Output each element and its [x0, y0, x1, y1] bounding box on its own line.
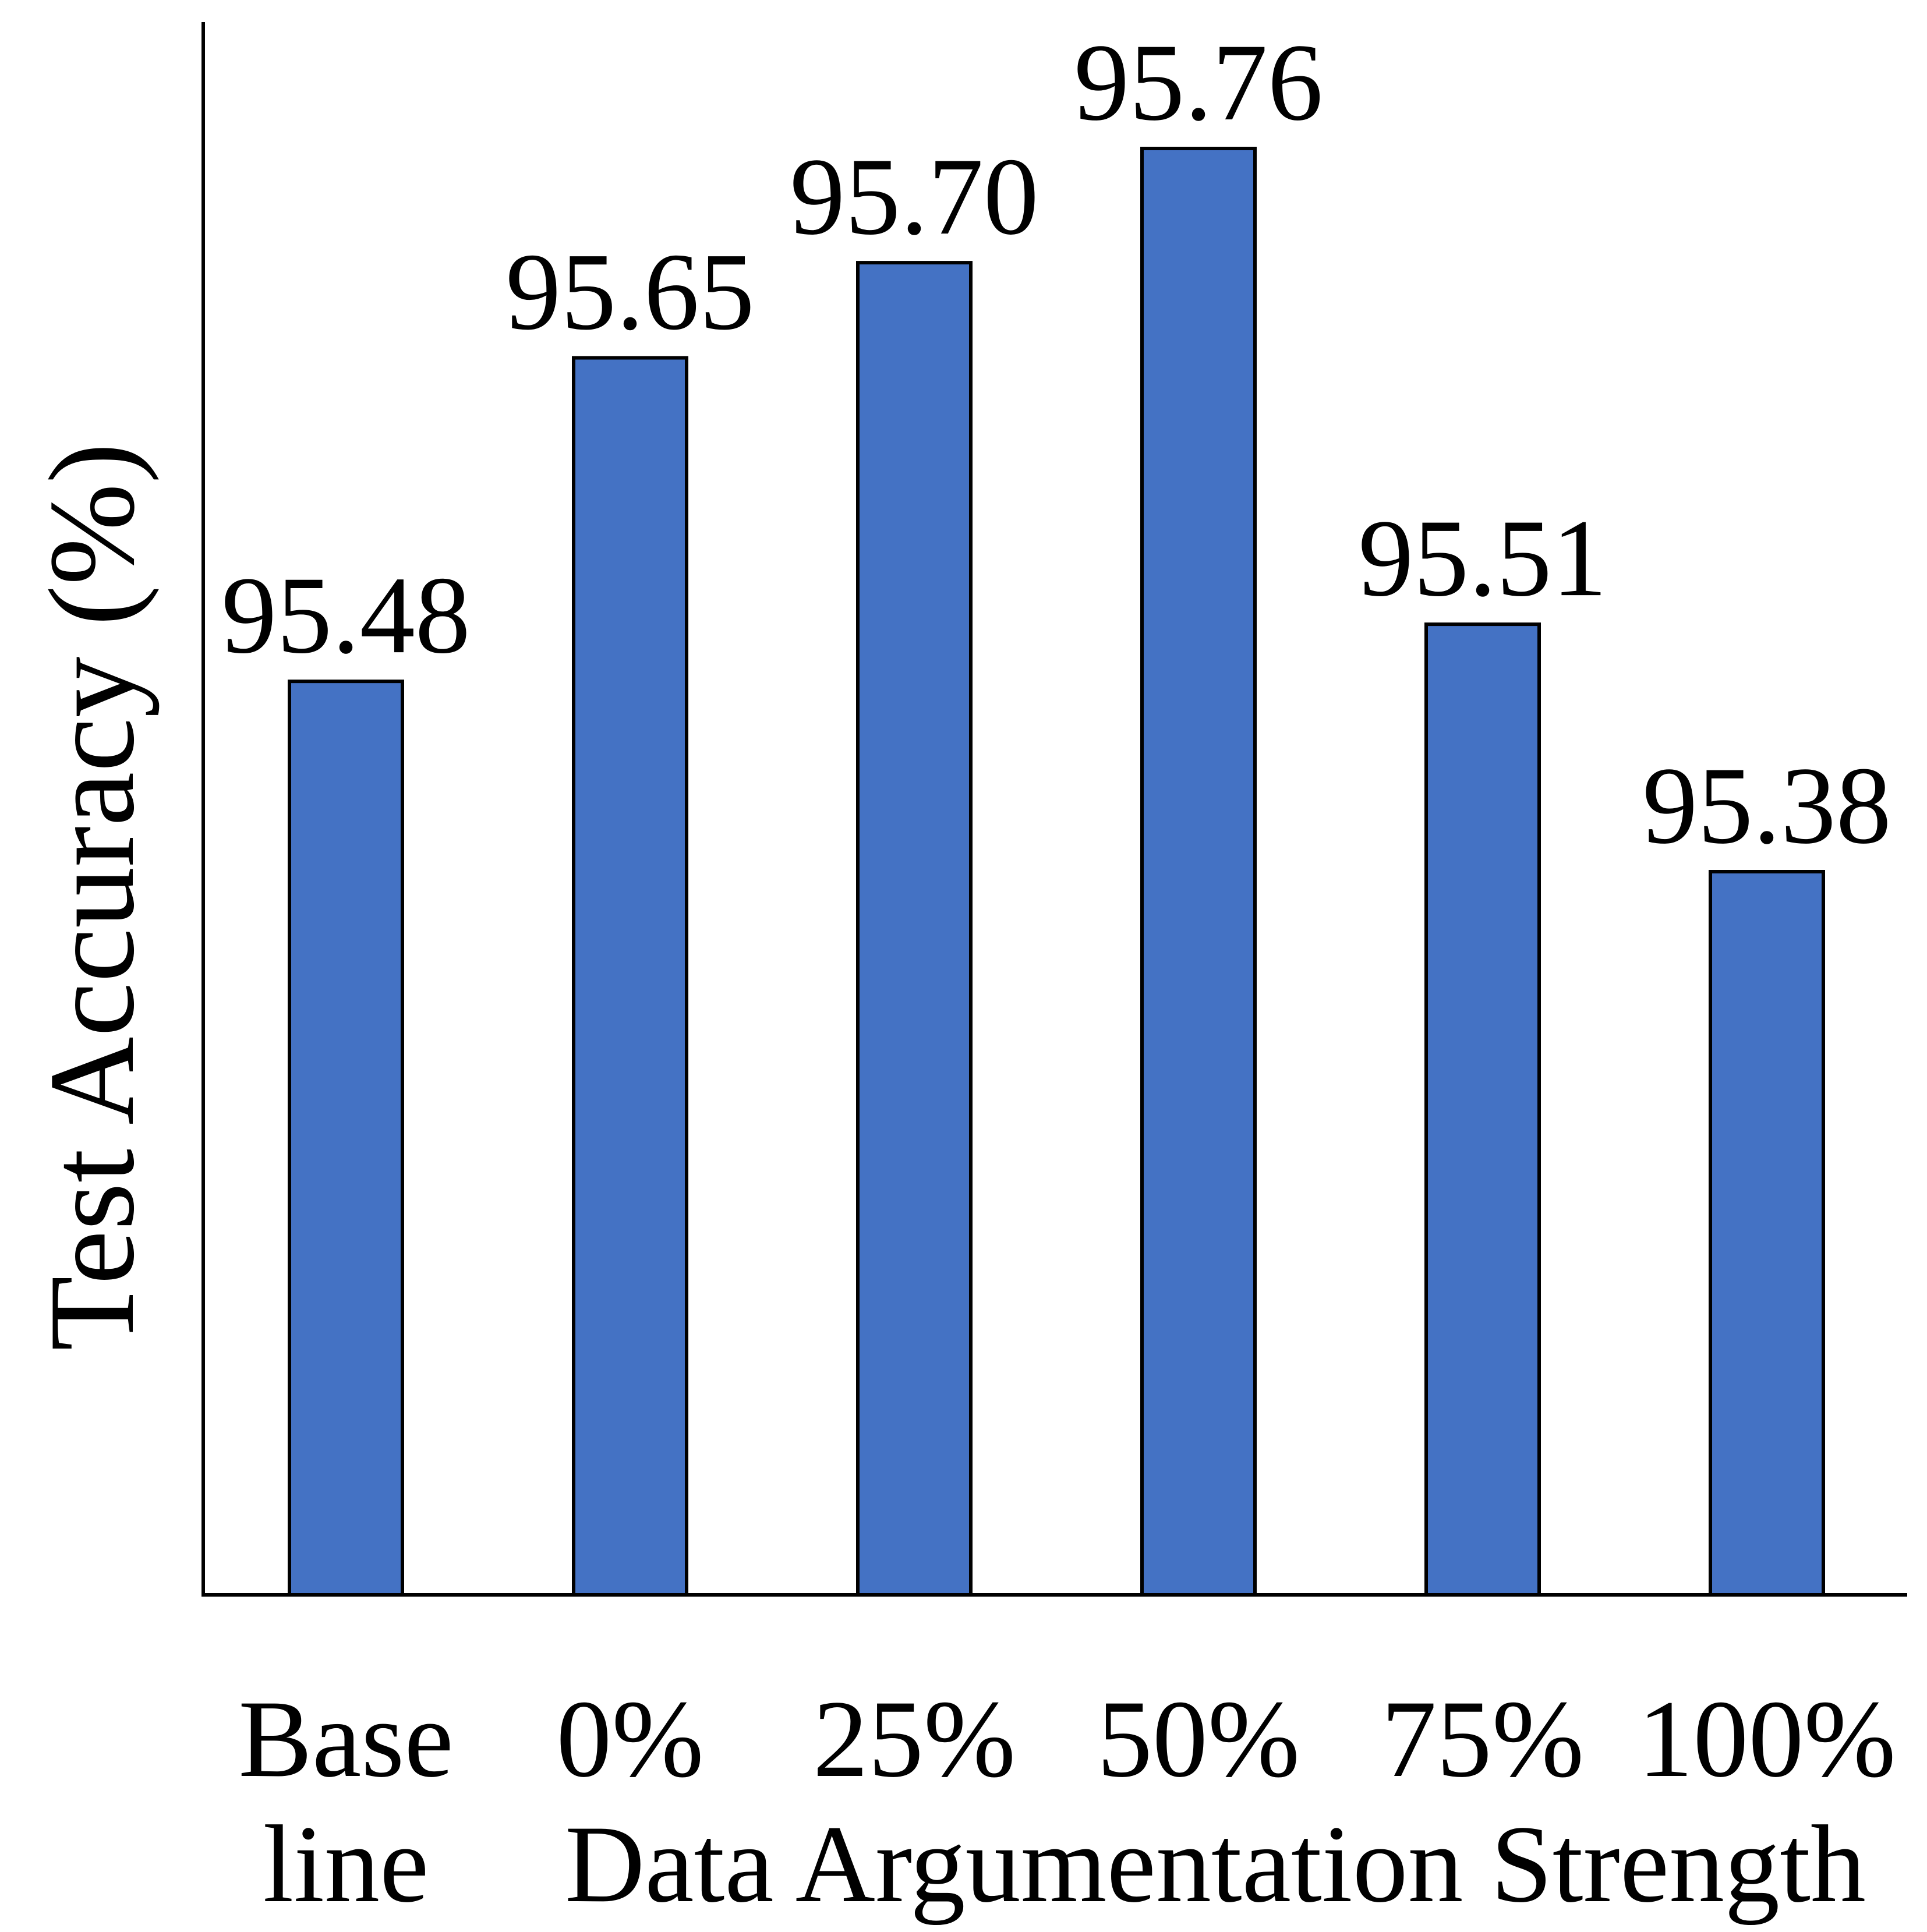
bar-5: [1709, 870, 1825, 1597]
data-label-2: 95.70: [790, 136, 1039, 258]
x-tick-label-3: 50%: [1097, 1678, 1300, 1800]
x-tick-label-0-line-1: line: [263, 1803, 429, 1926]
x-tick-label-1: 0%: [556, 1678, 703, 1800]
x-tick-label-0-line-0: Base: [238, 1678, 453, 1800]
data-label-3: 95.76: [1074, 22, 1323, 144]
y-axis-label: Test Accuracy (%): [24, 443, 160, 1351]
bars-layer: [288, 147, 1825, 1597]
x-tick-label-5: 100%: [1638, 1678, 1896, 1800]
data-label-0: 95.48: [221, 554, 471, 677]
bar-2: [856, 261, 973, 1597]
data-labels-layer: 95.48 95.65 95.70 95.76 95.51 95.38: [221, 22, 1891, 867]
x-tick-label-2: 25%: [813, 1678, 1016, 1800]
bar-3: [1140, 147, 1257, 1597]
data-label-4: 95.51: [1358, 497, 1607, 620]
x-tick-label-4: 75%: [1381, 1678, 1584, 1800]
bar-1: [572, 356, 688, 1597]
data-label-5: 95.38: [1642, 745, 1891, 867]
x-axis-label: Data Argumentation Strength: [565, 1803, 1866, 1926]
bar-0: [288, 680, 404, 1597]
data-label-1: 95.65: [505, 231, 755, 353]
bar-4: [1424, 622, 1541, 1597]
